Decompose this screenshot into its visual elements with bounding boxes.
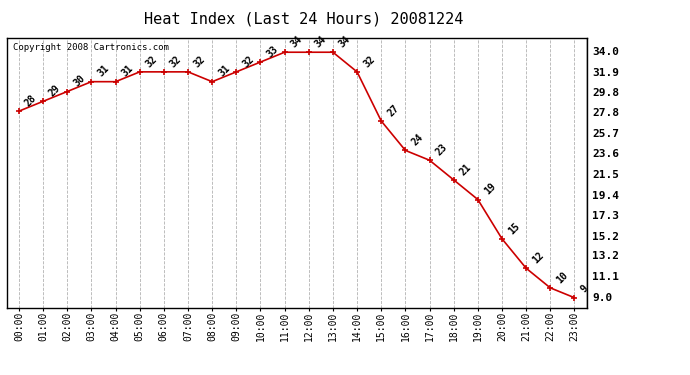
Text: 15.2: 15.2 — [592, 232, 619, 242]
Text: 23: 23 — [434, 142, 449, 158]
Text: 31: 31 — [96, 63, 111, 79]
Text: 32: 32 — [144, 54, 159, 69]
Text: 19.4: 19.4 — [592, 190, 619, 201]
Text: 32: 32 — [193, 54, 208, 69]
Text: 29: 29 — [48, 83, 63, 99]
Text: 21: 21 — [458, 162, 473, 177]
Text: 31: 31 — [217, 63, 232, 79]
Text: 19: 19 — [482, 182, 497, 197]
Text: 30: 30 — [72, 74, 87, 89]
Text: 21.5: 21.5 — [592, 170, 619, 180]
Text: 23.6: 23.6 — [592, 149, 619, 159]
Text: 10: 10 — [555, 270, 570, 285]
Text: 34.0: 34.0 — [592, 47, 619, 57]
Text: 34: 34 — [313, 34, 328, 50]
Text: 34: 34 — [289, 34, 304, 50]
Text: 11.1: 11.1 — [592, 272, 619, 282]
Text: 29.8: 29.8 — [592, 88, 619, 99]
Text: Copyright 2008 Cartronics.com: Copyright 2008 Cartronics.com — [12, 43, 168, 52]
Text: 27: 27 — [386, 103, 401, 118]
Text: 32: 32 — [362, 54, 377, 69]
Text: 27.8: 27.8 — [592, 108, 619, 118]
Text: 25.7: 25.7 — [592, 129, 619, 139]
Text: 31: 31 — [120, 63, 135, 79]
Text: 32: 32 — [241, 54, 256, 69]
Text: 32: 32 — [168, 54, 184, 69]
Text: 15: 15 — [506, 220, 522, 236]
Text: 33: 33 — [265, 44, 280, 59]
Text: 17.3: 17.3 — [592, 211, 619, 221]
Text: 34: 34 — [337, 34, 353, 50]
Text: 9: 9 — [579, 284, 590, 295]
Text: 31.9: 31.9 — [592, 68, 619, 78]
Text: Heat Index (Last 24 Hours) 20081224: Heat Index (Last 24 Hours) 20081224 — [144, 11, 463, 26]
Text: 9.0: 9.0 — [592, 292, 612, 303]
Text: 24: 24 — [410, 132, 425, 148]
Text: 28: 28 — [23, 93, 39, 108]
Text: 13.2: 13.2 — [592, 252, 619, 261]
Text: 12: 12 — [531, 250, 546, 266]
